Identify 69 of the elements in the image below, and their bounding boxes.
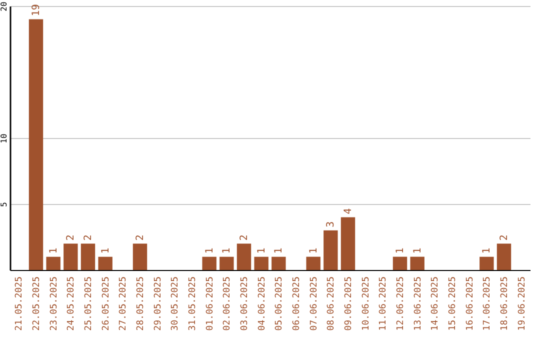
data-label: 1 (274, 248, 285, 254)
data-label: 1 (204, 248, 216, 254)
x-tick-label: 17.06.2025 (482, 276, 493, 331)
x-tick-label: 16.06.2025 (465, 276, 476, 331)
bar (80, 244, 96, 270)
data-label: 2 (135, 234, 146, 241)
data-label: 1 (482, 248, 493, 254)
bar (410, 256, 424, 270)
x-tick-label: 22.05.2025 (32, 276, 42, 331)
x-tick-label: 29.05.2025 (153, 276, 164, 331)
bar (236, 244, 252, 270)
x-tick-label: 04.06.2025 (257, 276, 268, 331)
bar (28, 19, 44, 270)
data-label: 1 (412, 248, 424, 254)
data-label: 2 (66, 234, 77, 241)
bar (496, 244, 512, 270)
x-tick-label: 03.06.2025 (240, 276, 250, 331)
bar (64, 244, 78, 270)
x-tick-label: 25.05.2025 (84, 276, 94, 331)
x-tick-label: 12.06.2025 (396, 276, 406, 331)
bar (202, 256, 216, 270)
data-label: 2 (239, 234, 250, 241)
data-label: 4 (343, 208, 354, 214)
x-tick-label: 19.06.2025 (517, 276, 528, 331)
data-label: 1 (256, 248, 268, 254)
x-tick-label: 01.06.2025 (205, 276, 216, 331)
data-label: 1 (222, 248, 233, 254)
x-tick-label: 27.05.2025 (118, 276, 129, 331)
bar (306, 256, 320, 270)
bar (46, 256, 60, 270)
x-tick-label: 18.06.2025 (500, 276, 510, 331)
x-tick-label: 26.05.2025 (101, 276, 112, 331)
data-label: 1 (308, 248, 320, 254)
x-tick-label: 24.05.2025 (66, 276, 77, 331)
data-label: 1 (48, 248, 60, 254)
y-tick-label: 20 (0, 2, 8, 12)
x-tick-label: 31.05.2025 (188, 276, 198, 331)
x-tick-label: 30.05.2025 (170, 276, 181, 331)
x-tick-label: 02.06.2025 (222, 276, 233, 331)
x-tick-label: 09.06.2025 (344, 276, 354, 331)
data-label: 2 (499, 234, 510, 241)
x-tick-label: 15.06.2025 (448, 276, 458, 331)
x-tick-label: 23.05.2025 (49, 276, 60, 331)
x-tick-label: 07.06.2025 (309, 276, 320, 331)
x-tick-label: 21.05.2025 (14, 276, 25, 331)
x-tick-label: 06.06.2025 (292, 276, 302, 331)
data-label: 1 (100, 248, 112, 254)
bar (324, 230, 338, 270)
bar (98, 256, 112, 270)
data-label: 19 (31, 4, 42, 16)
x-tick-label: 05.06.2025 (274, 276, 285, 331)
bar (480, 256, 494, 270)
data-label: 3 (326, 221, 337, 228)
x-tick-label: 10.06.2025 (361, 276, 372, 331)
data-label: 2 (83, 234, 94, 241)
bar (392, 256, 408, 270)
x-tick-label: 14.06.2025 (430, 276, 441, 331)
bar (254, 256, 268, 270)
bar (220, 256, 234, 270)
x-tick-label: 08.06.2025 (326, 276, 337, 331)
y-tick-label: 5 (0, 202, 8, 207)
bar (272, 256, 286, 270)
x-tick-label: 11.06.2025 (378, 276, 389, 331)
x-tick-label: 28.05.2025 (136, 276, 146, 331)
y-tick-label: 10 (0, 134, 8, 144)
x-tick-label: 13.06.2025 (413, 276, 424, 331)
data-label: 1 (395, 248, 406, 254)
bar (340, 217, 356, 270)
bar (132, 244, 148, 270)
